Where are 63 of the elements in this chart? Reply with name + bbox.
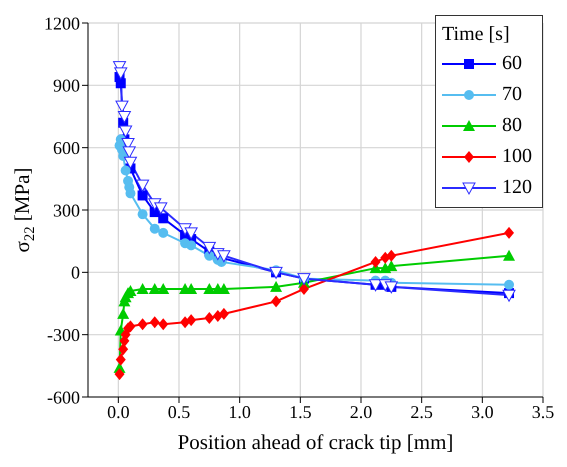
point	[136, 282, 149, 294]
point	[503, 250, 516, 261]
point	[122, 146, 136, 158]
point	[117, 308, 130, 319]
point	[202, 242, 216, 254]
point	[370, 256, 381, 268]
x-tick-label: 1.0	[228, 402, 251, 422]
y-tick-label: 600	[53, 138, 80, 158]
point	[298, 282, 309, 295]
legend-label: 80	[502, 113, 522, 138]
point	[203, 282, 216, 294]
y-tick-label: 900	[53, 76, 80, 96]
point	[186, 314, 196, 326]
point	[504, 226, 514, 239]
point	[118, 111, 131, 123]
point	[150, 316, 160, 328]
x-axis-title: Position ahead of crack tip [mm]	[178, 430, 454, 454]
point	[186, 240, 196, 250]
point	[115, 100, 128, 113]
point	[138, 318, 148, 330]
point	[158, 318, 168, 330]
point	[270, 280, 282, 292]
x-tick-label: 2.0	[350, 402, 372, 422]
x-tick-label: 0.5	[168, 402, 190, 422]
point	[154, 202, 168, 214]
point	[158, 228, 168, 238]
x-tick-label: 3.5	[532, 402, 554, 422]
point	[136, 180, 150, 192]
point	[218, 308, 229, 320]
legend-label: 60	[502, 51, 522, 76]
point	[271, 295, 282, 308]
point	[118, 343, 128, 356]
point	[217, 250, 230, 262]
y-tick-label: -600	[47, 387, 80, 408]
legend-label: 100	[502, 144, 532, 169]
x-tick-label: 3.0	[471, 402, 494, 422]
point	[386, 250, 396, 262]
point	[150, 224, 160, 234]
y-tick-label: -300	[47, 325, 80, 346]
point	[116, 354, 126, 366]
point	[116, 78, 126, 88]
point	[114, 67, 128, 80]
point	[204, 312, 214, 324]
point	[124, 156, 137, 169]
x-tick-label: 1.5	[289, 402, 312, 422]
point	[158, 213, 168, 224]
y-tick-label: 1200	[44, 13, 80, 34]
x-tick-label: 0.0	[107, 402, 130, 422]
y-tick-label: 0	[71, 262, 80, 283]
point	[502, 290, 516, 302]
point	[504, 280, 514, 290]
point	[138, 209, 148, 220]
x-tick-label: 2.5	[410, 402, 433, 422]
point	[138, 190, 148, 200]
legend-label: 70	[502, 82, 522, 107]
point	[114, 368, 125, 380]
legend-title: Time [s]	[441, 22, 511, 47]
point	[125, 188, 136, 198]
y-tick-label: 300	[53, 200, 80, 220]
legend-label: 120	[502, 175, 532, 200]
point	[120, 166, 131, 176]
point	[119, 126, 132, 138]
point	[184, 227, 198, 240]
